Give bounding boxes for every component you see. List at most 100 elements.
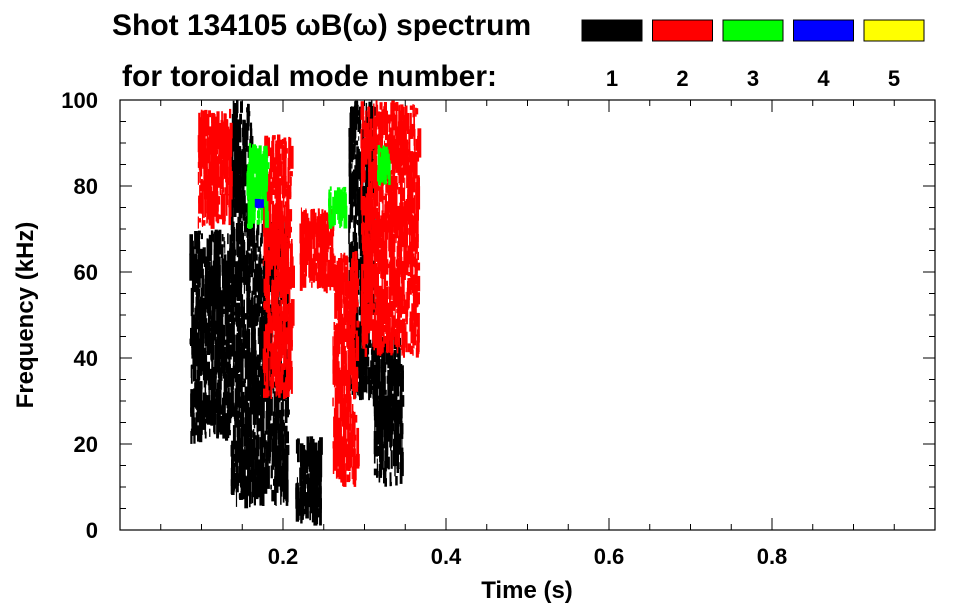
spectrum-mark-mode-1 <box>235 261 239 286</box>
spectrum-mark-mode-1 <box>222 403 226 422</box>
spectrum-mark-mode-2 <box>337 258 342 281</box>
spectrum-mark-mode-2 <box>303 247 307 273</box>
spectrum-mark-mode-2 <box>264 332 268 349</box>
spectrum-mark-mode-1 <box>190 365 192 378</box>
spectrum-mark-mode-2 <box>329 231 332 246</box>
spectrum-mark-mode-2 <box>286 303 289 322</box>
spectrum-mark-mode-1 <box>235 189 237 204</box>
spectrum-mark-mode-2 <box>276 245 280 270</box>
spectrum-mark-mode-2 <box>281 141 283 155</box>
spectrum-mark-mode-1 <box>248 307 252 317</box>
spectrum-mark-mode-4 <box>254 198 259 208</box>
spectrum-mark-mode-2 <box>382 240 386 256</box>
spectrum-mark-mode-2 <box>380 302 384 332</box>
spectrum-mark-mode-1 <box>394 400 398 429</box>
spectrum-mark-mode-1 <box>281 454 283 461</box>
spectrum-mark-mode-1 <box>227 364 231 387</box>
legend-label-1: 1 <box>606 66 618 91</box>
spectrum-mark-mode-3 <box>251 199 254 213</box>
spectrum-mark-mode-2 <box>389 290 391 307</box>
spectrum-mark-mode-1 <box>194 254 198 262</box>
spectrum-mark-mode-2 <box>397 296 400 321</box>
spectrum-mark-mode-2 <box>392 315 396 337</box>
spectrum-mark-mode-1 <box>198 338 202 353</box>
spectrum-mark-mode-2 <box>414 240 417 260</box>
spectrum-mark-mode-2 <box>403 257 406 280</box>
spectrum-mark-mode-1 <box>240 294 244 316</box>
spectrum-mark-mode-1 <box>383 395 388 410</box>
spectrum-mark-mode-1 <box>260 237 263 247</box>
spectrum-mark-mode-1 <box>246 111 249 141</box>
spectrum-mark-mode-1 <box>226 333 228 351</box>
spectrum-mark-mode-1 <box>266 415 270 429</box>
spectrum-mark-mode-1 <box>206 336 211 355</box>
spectrum-mark-mode-2 <box>290 243 293 273</box>
spectrum-mark-mode-2 <box>356 320 360 328</box>
spectrum-mark-mode-1 <box>319 475 322 499</box>
spectrum-mark-mode-1 <box>252 469 257 498</box>
spectrum-mark-mode-1 <box>207 375 211 386</box>
spectrum-mark-mode-1 <box>317 508 320 518</box>
spectrum-mark-mode-2 <box>366 140 368 159</box>
spectrum-mark-mode-2 <box>412 157 414 177</box>
spectrum-mark-mode-1 <box>236 224 238 242</box>
spectrum-mark-mode-1 <box>233 203 237 217</box>
spectrum-mark-mode-1 <box>226 398 230 409</box>
spectrum-mark-mode-1 <box>254 306 259 321</box>
spectrum-mark-mode-2 <box>394 102 396 111</box>
spectrum-mark-mode-3 <box>266 162 270 170</box>
spectrum-mark-mode-2 <box>228 213 231 226</box>
spectrum-mark-mode-2 <box>401 110 403 124</box>
spectrum-mark-mode-2 <box>284 216 287 242</box>
spectrum-mark-mode-1 <box>250 351 255 379</box>
spectrum-mark-mode-2 <box>413 173 416 193</box>
spectrum-mark-mode-2 <box>323 212 325 234</box>
spectrum-mark-mode-2 <box>290 299 295 326</box>
spectrum-mark-mode-1 <box>380 419 383 445</box>
spectrum-mark-mode-2 <box>289 368 293 390</box>
spectrum-mark-mode-1 <box>209 297 212 320</box>
spectrum-mark-mode-2 <box>351 348 356 376</box>
spectrum-mark-mode-2 <box>398 170 401 184</box>
spectrum-mark-mode-1 <box>195 239 200 254</box>
spectrum-mark-mode-1 <box>373 438 376 464</box>
spectrum-mark-mode-1 <box>251 308 253 334</box>
spectrum-mark-mode-2 <box>345 287 347 296</box>
spectrum-mark-mode-2 <box>330 271 334 287</box>
spectrum-mark-mode-2 <box>221 189 224 200</box>
spectrum-mark-mode-1 <box>284 472 286 492</box>
spectrum-mark-mode-2 <box>413 195 416 224</box>
chart-subtitle: for toroidal mode number: <box>122 60 497 93</box>
spectrum-mark-mode-1 <box>232 228 236 257</box>
spectrum-mark-mode-2 <box>266 323 268 338</box>
spectrum-mark-mode-1 <box>384 478 387 487</box>
spectrum-mark-mode-1 <box>393 384 397 414</box>
spectrum-mark-mode-1 <box>190 246 195 273</box>
spectrum-mark-mode-2 <box>290 272 292 281</box>
spectrum-mark-mode-1 <box>235 137 237 168</box>
spectrum-mark-mode-1 <box>230 326 234 337</box>
spectrum-mark-mode-2 <box>405 250 409 276</box>
spectrum-mark-mode-1 <box>306 492 308 504</box>
spectrum-mark-mode-2 <box>399 157 402 179</box>
spectrum-mark-mode-1 <box>243 183 245 208</box>
legend-swatch-1 <box>581 19 643 42</box>
spectrum-mark-mode-1 <box>256 228 259 248</box>
spectrum-mark-mode-1 <box>302 508 307 515</box>
spectrum-mark-mode-1 <box>235 491 238 507</box>
spectrum-mark-mode-2 <box>290 226 292 233</box>
spectrum-mark-mode-2 <box>220 162 224 180</box>
spectrum-mark-mode-1 <box>241 370 244 380</box>
spectrum-mark-mode-1 <box>245 123 248 152</box>
spectrum-mark-mode-2 <box>269 315 273 334</box>
spectrum-mark-mode-3 <box>248 199 251 208</box>
spectrum-mark-mode-3 <box>342 191 345 219</box>
spectrum-mark-mode-2 <box>360 101 365 119</box>
spectrum-mark-mode-1 <box>282 476 285 503</box>
spectrum-mark-mode-1 <box>264 438 266 463</box>
spectrum-mark-mode-2 <box>289 191 292 200</box>
spectrum-mark-mode-2 <box>313 212 317 224</box>
spectrum-mark-mode-1 <box>243 429 247 447</box>
spectrum-mark-mode-1 <box>249 482 251 508</box>
spectrum-mark-mode-2 <box>283 292 285 314</box>
